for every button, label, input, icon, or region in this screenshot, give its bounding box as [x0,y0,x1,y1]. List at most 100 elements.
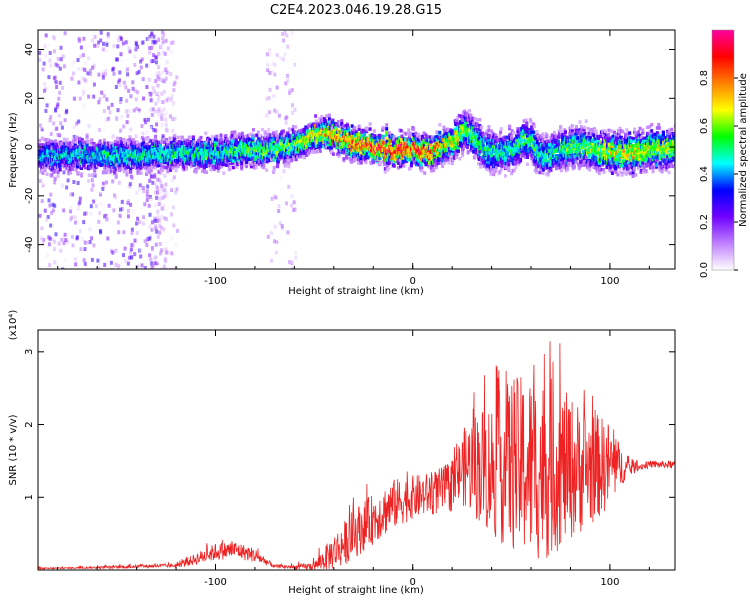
spectrogram-cell [164,117,168,122]
spectrogram-cell [267,127,271,132]
spectrogram-cell [145,189,149,194]
spectrogram-cell [149,168,153,173]
spectrogram-cell [236,158,240,163]
spectrogram-cell [92,199,96,204]
spectrogram-cell [116,136,119,141]
spectrogram-cell [272,168,276,172]
spectrogram-cell [237,141,241,145]
spectrogram-cell [52,147,56,151]
spectrogram-cell [58,90,62,95]
spectrogram-cell [165,148,168,153]
spectrogram-cell [83,247,87,252]
spectrogram-cell [178,140,182,144]
spectrogram-cell [364,160,368,164]
spectrogram-cell [337,150,341,154]
spectrogram-cell [160,184,164,188]
spectrogram-cell [103,166,107,171]
spectrogram-cell [71,62,75,67]
spectrogram-cell [107,203,111,208]
spectrogram-cell [198,160,202,164]
spectrogram-cell [147,203,151,208]
spectrogram-cell [163,216,167,221]
spectrogram-cell [175,140,179,144]
spectrogram-cell [170,158,174,163]
spectrogram-cell [245,164,249,169]
spectrogram-cell [232,159,235,163]
spectrogram-cell [153,219,157,223]
spectrogram-cell [67,146,70,151]
spectrogram-cell [146,184,150,189]
spectrogram-cell [58,66,62,71]
spectrogram-cell [130,227,134,232]
spectrogram-cell [270,133,274,138]
spectrogram-cell [325,144,329,149]
spectrogram-cell [363,158,367,162]
spectrogram-cell [69,171,73,175]
spectrogram-cell [128,49,132,54]
spectrogram-cell [372,129,376,133]
spectrogram-cell [314,114,318,118]
spectrogram-cell [260,127,264,132]
spectrogram-cell [138,164,142,168]
spectrogram-cell [212,158,216,163]
spectrogram-cell [205,145,209,150]
spectrogram-cell [102,184,106,189]
spectrogram-cell [62,241,66,246]
spectrogram-cell [321,118,324,123]
spectrogram-cell [104,69,108,74]
spectrogram-cell [147,117,150,122]
spectrogram-cell [38,50,42,55]
spectrogram-cell [107,105,111,110]
spectrogram-cell [154,134,157,139]
spectrogram-cell [122,140,126,145]
spectrogram-cell [65,137,69,142]
spectrogram-cell [166,46,170,51]
spectrogram-cell [232,155,236,160]
spectrogram-cell [98,139,102,143]
spectrogram-cell [174,164,177,168]
spectrogram-cell [93,35,97,39]
spectrogram-cell [61,54,65,59]
spectrogram-cell [111,162,115,166]
spectrogram-cell [104,50,108,54]
spectrogram-cell [131,80,135,85]
spectrogram-cell [125,120,129,125]
spectrogram-cell [170,251,174,256]
spectrogram-cell [332,152,335,156]
spectrogram-cell [71,243,75,248]
figure-title: C2E4.2023.046.19.28.G15 [270,3,442,18]
spectrogram-cell [99,162,103,166]
spectrogram-cell [142,215,145,220]
spectrogram-cell [275,85,279,90]
spectrogram-cell [210,153,214,158]
spectrogram-cell [156,209,160,214]
spectrogram-cell [369,138,373,143]
spectrogram-cell [169,71,173,76]
spectrogram-cell [327,113,331,117]
spectrogram-cell [163,190,167,195]
spectrogram-cell [149,91,153,96]
spectrogram-cell [75,121,79,126]
spectrogram-cell [99,30,103,35]
spectrogram-cell [352,154,356,159]
spectrogram-cell [164,67,168,71]
spectrogram-cell [357,124,361,129]
spectrogram-cell [164,38,168,43]
spectrogram-cell [260,165,264,169]
spectrogram-cell [41,67,45,72]
spectrogram-cell [143,202,147,207]
spectrogram-cell [58,133,62,138]
spectrogram-cell [124,258,128,263]
spectrogram-cell [122,143,126,147]
spectrogram-cell [194,169,198,173]
spectrogram-cell [347,141,351,145]
spectrogram-cell [118,167,122,171]
spectrogram-cell [277,113,281,118]
spectrogram-cell [189,151,193,156]
spectrogram-cell [225,163,229,167]
spectrogram-cell [97,266,101,269]
spectrogram-cell [145,194,149,199]
spectrogram-cell [136,144,139,148]
spectrogram-cell [157,52,161,56]
